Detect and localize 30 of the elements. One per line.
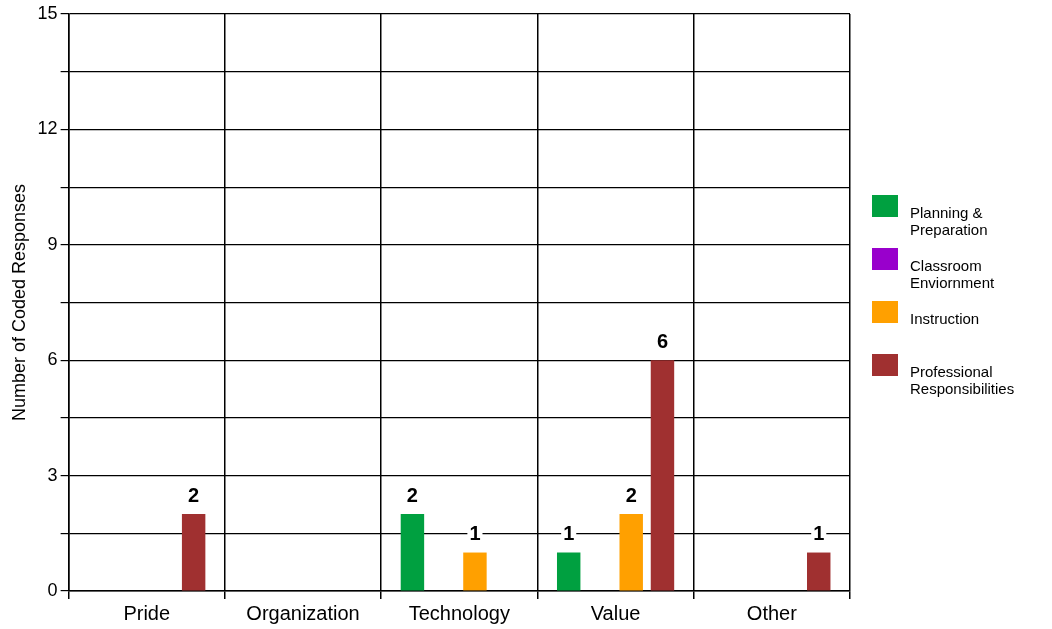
data-label: 1 [813,522,825,545]
y-tick-label: 9 [47,233,58,254]
legend-label: Classroom Enviornment [910,256,996,291]
data-label: 2 [406,483,418,506]
data-label: 2 [188,483,200,506]
legend-label: Professional Responsibilities [910,362,1016,397]
y-tick-label: 12 [37,118,58,139]
x-tick-label: Other [746,601,798,624]
y-tick-label: 15 [37,2,58,23]
y-tick-label: 6 [47,349,58,370]
x-tick-label: Technology [408,601,510,624]
data-label: 1 [469,522,481,545]
bar [181,514,206,591]
y-tick-label: 0 [47,579,58,600]
data-label: 6 [656,329,669,352]
bar [807,552,831,591]
x-tick-label: Value [590,601,641,624]
bar [400,514,425,591]
bar [619,514,643,591]
data-label: 1 [563,522,575,545]
x-tick-label: Organization [246,601,360,624]
bar [556,552,581,591]
y-axis-title: Number of Coded Responses [8,183,29,422]
bar [650,360,675,591]
legend-label: Instruction [910,309,981,327]
y-tick-label: 3 [47,464,58,485]
bar [463,552,487,591]
x-tick-label: Pride [123,601,171,624]
data-label: 2 [625,483,637,506]
legend-label: Planning & Preparation [910,203,989,238]
